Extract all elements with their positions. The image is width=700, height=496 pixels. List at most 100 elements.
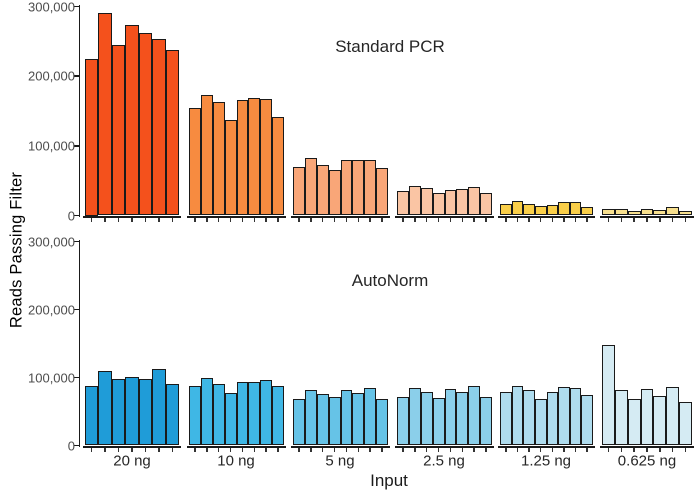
bar xyxy=(534,399,547,446)
x-axis-tick xyxy=(563,218,565,222)
bar xyxy=(627,399,641,446)
x-axis-tick xyxy=(425,218,428,222)
bar xyxy=(152,38,166,216)
x-axis-tick xyxy=(357,218,359,222)
x-axis-tick xyxy=(633,448,635,452)
x-axis-tick xyxy=(158,448,160,452)
bar xyxy=(456,189,469,216)
bar xyxy=(189,386,201,446)
bar xyxy=(679,401,692,446)
bar xyxy=(534,206,547,216)
group-baseline xyxy=(187,215,286,218)
y-tick-label: 200,000 xyxy=(28,302,75,317)
bar xyxy=(432,192,445,216)
x-axis-tick xyxy=(241,218,244,222)
bar xyxy=(500,203,512,216)
x-axis-tick xyxy=(229,218,232,222)
x-axis-tick xyxy=(672,218,674,222)
bar xyxy=(272,386,284,446)
x-axis-tick xyxy=(659,448,661,452)
y-axis-tick xyxy=(73,5,79,8)
bar xyxy=(125,376,139,446)
x-axis-tick xyxy=(91,448,93,452)
x-axis-tick xyxy=(171,218,173,222)
x-axis-tick xyxy=(437,448,440,452)
x-axis-tick xyxy=(607,218,610,222)
x-axis-tick xyxy=(321,448,324,452)
x-axis-tick xyxy=(516,448,519,452)
bar xyxy=(558,202,570,216)
bar xyxy=(111,44,126,216)
x-axis-tick xyxy=(485,448,487,452)
bar xyxy=(444,389,457,446)
bar xyxy=(581,395,593,446)
bar xyxy=(480,193,492,216)
x-axis-tick xyxy=(277,218,279,222)
bar xyxy=(316,393,329,446)
x-axis-tick xyxy=(253,218,255,222)
x-axis-tick xyxy=(194,448,196,452)
x-axis-tick xyxy=(144,448,147,452)
bar xyxy=(558,387,570,446)
bar xyxy=(640,208,654,216)
x-axis-tick xyxy=(265,218,267,222)
bar xyxy=(666,387,680,446)
bar xyxy=(328,397,341,446)
x-axis-title: Input xyxy=(370,471,408,490)
y-axis-line xyxy=(78,5,81,217)
bar xyxy=(248,381,261,446)
bar xyxy=(468,186,481,216)
x-axis-tick xyxy=(607,448,610,452)
bar xyxy=(679,211,692,216)
bar xyxy=(614,209,628,216)
bar xyxy=(523,390,535,446)
y-axis-tick xyxy=(73,75,79,77)
bar xyxy=(165,384,179,446)
bar xyxy=(224,120,237,216)
y-tick-label: 0 xyxy=(67,208,75,223)
x-axis-tick xyxy=(528,448,530,452)
y-tick-label: 300,000 xyxy=(28,234,75,249)
x-axis-tick xyxy=(646,448,648,452)
bar xyxy=(352,160,365,216)
bar xyxy=(376,399,388,446)
y-axis-tick xyxy=(73,308,79,311)
bar xyxy=(138,378,153,446)
x-axis-tick xyxy=(586,218,588,222)
group-baseline xyxy=(395,445,494,448)
bar xyxy=(546,391,559,446)
bar xyxy=(653,209,667,216)
x-category-label-0_625ng: 0.625 ng xyxy=(617,452,677,470)
bar xyxy=(111,378,126,446)
x-axis-tick xyxy=(620,218,622,222)
group-baseline xyxy=(395,215,494,218)
group-baseline xyxy=(291,215,390,218)
x-axis-tick xyxy=(217,218,220,222)
x-axis-tick xyxy=(369,218,371,222)
x-axis-tick xyxy=(425,448,428,452)
bar xyxy=(236,99,249,216)
bar xyxy=(138,32,153,216)
group-baseline xyxy=(83,445,181,448)
x-axis-tick xyxy=(505,218,507,222)
bar xyxy=(98,13,112,216)
bar xyxy=(376,168,388,216)
x-axis-tick xyxy=(402,218,404,222)
x-axis-tick xyxy=(528,218,530,222)
x-axis-tick xyxy=(684,218,687,222)
x-axis-tick xyxy=(333,218,336,222)
x-axis-tick xyxy=(104,218,106,222)
group-baseline xyxy=(498,215,595,218)
group-baseline xyxy=(600,215,694,218)
x-axis-tick xyxy=(414,448,416,452)
group-baseline xyxy=(187,445,286,448)
bar xyxy=(248,97,261,216)
bar xyxy=(316,164,329,216)
x-axis-tick xyxy=(381,448,383,452)
bar xyxy=(189,107,201,216)
x-axis-tick xyxy=(277,448,279,452)
bar xyxy=(152,369,166,446)
group-baseline xyxy=(83,215,181,218)
bar xyxy=(653,395,667,446)
x-axis-tick xyxy=(265,448,267,452)
